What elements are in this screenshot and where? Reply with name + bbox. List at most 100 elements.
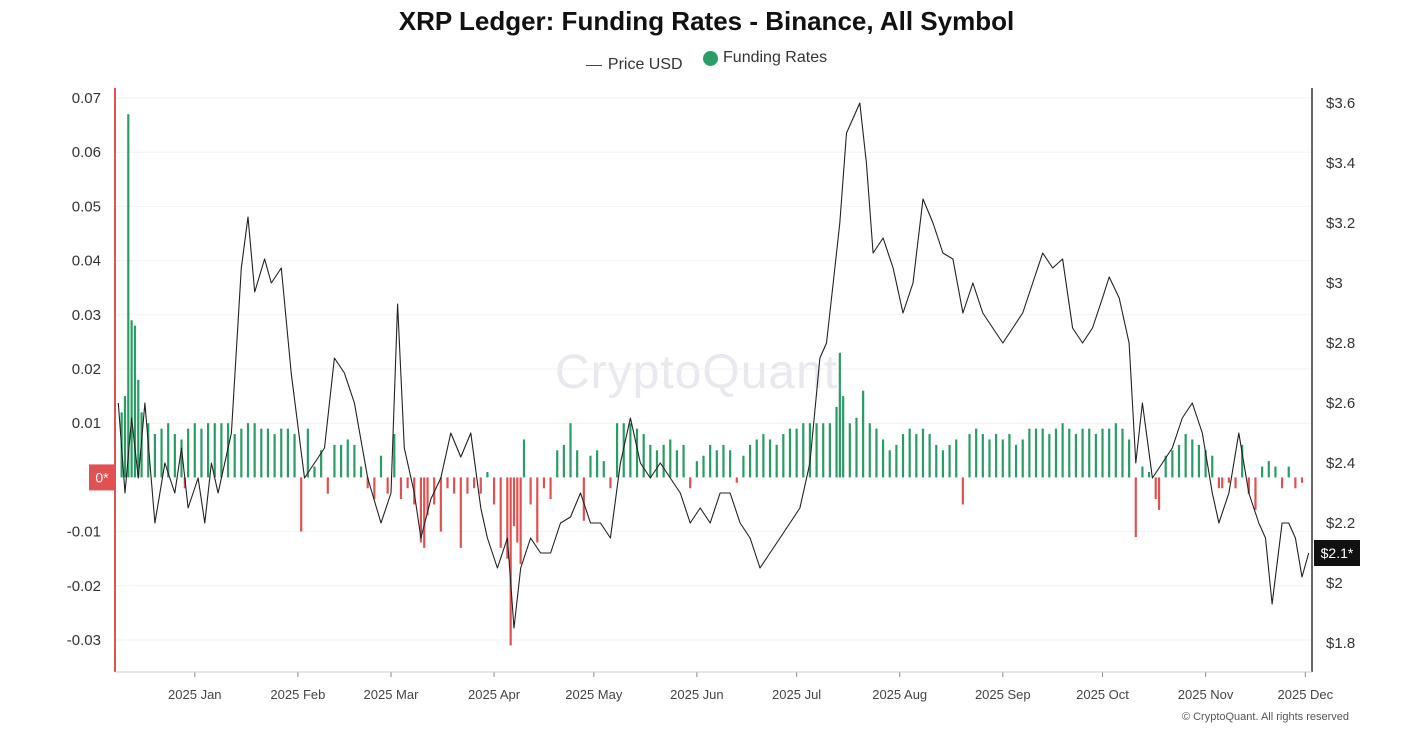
x-tick-label: 2025 Apr — [468, 687, 521, 702]
funding-bar — [888, 450, 891, 478]
legend-funding-label: Funding Rates — [723, 49, 828, 66]
funding-bar — [253, 423, 256, 478]
funding-bar — [629, 423, 632, 478]
funding-bar — [742, 455, 745, 478]
funding-bar — [862, 390, 865, 478]
funding-bar — [340, 444, 343, 478]
funding-bar — [326, 477, 329, 494]
funding-bar — [915, 434, 918, 478]
funding-bar — [200, 428, 203, 478]
price-line — [117, 102, 1310, 629]
y-left-tick-label: 0.04 — [72, 253, 101, 270]
funding-bar — [153, 434, 156, 478]
funding-bar — [709, 444, 712, 478]
funding-bar — [955, 439, 958, 478]
legend-funding[interactable]: Funding Rates — [703, 49, 827, 67]
funding-bar — [406, 477, 409, 489]
funding-bar — [748, 444, 752, 478]
y-left-tick-label: -0.02 — [67, 578, 101, 595]
legend-price[interactable]: Price USD — [585, 56, 683, 74]
funding-bar — [1221, 477, 1224, 489]
funding-bar — [260, 428, 263, 478]
funding-bar — [1121, 428, 1124, 478]
x-tick-label: 2025 May — [565, 687, 623, 702]
x-tick-label: 2025 Nov — [1178, 687, 1234, 702]
funding-bar — [1300, 477, 1304, 483]
funding-bar — [669, 439, 672, 478]
y-left-tick-label: 0.05 — [72, 198, 101, 215]
funding-bar — [1021, 439, 1024, 478]
funding-bar — [516, 477, 519, 543]
funding-bar — [589, 455, 592, 478]
funding-bar — [386, 477, 389, 494]
funding-bar — [466, 477, 469, 494]
funding-bar — [941, 450, 945, 478]
funding-bar — [213, 423, 216, 478]
funding-bar — [842, 396, 845, 478]
funding-bar — [306, 428, 309, 478]
funding-bar — [320, 450, 323, 478]
funding-bar — [1134, 477, 1137, 538]
funding-bar — [635, 428, 639, 478]
funding-bar — [1108, 428, 1111, 478]
price-line-layer — [117, 102, 1310, 629]
funding-bar — [981, 434, 984, 478]
y-left-tick-label: 0.06 — [72, 144, 101, 161]
funding-bar — [373, 477, 376, 500]
funding-bar — [419, 477, 422, 543]
y-left-tick-label: 0.07 — [72, 90, 101, 107]
funding-bar — [1177, 444, 1181, 478]
funding-bar — [207, 423, 210, 478]
funding-bar — [1197, 444, 1201, 478]
funding-bar — [1154, 477, 1157, 500]
funding-bar — [675, 450, 679, 478]
funding-bar — [735, 477, 738, 483]
funding-bar — [240, 428, 243, 478]
zero-marker-label: 0* — [95, 469, 109, 485]
funding-bar — [948, 444, 951, 478]
copyright: © CryptoQuant. All rights reserved — [1181, 711, 1349, 723]
funding-bar — [459, 477, 462, 548]
funding-bar — [499, 477, 502, 548]
funding-bar — [1261, 466, 1264, 478]
funding-bar — [1234, 477, 1237, 489]
y-right-tick-label: $3.4 — [1326, 155, 1355, 172]
funding-bar — [642, 434, 645, 478]
funding-bar — [300, 477, 303, 532]
funding-bar — [729, 450, 732, 478]
funding-bar — [147, 423, 150, 478]
y-right-tick-label: $2 — [1326, 575, 1343, 592]
funding-bar — [908, 428, 911, 478]
funding-bar — [233, 434, 236, 478]
funding-bar — [1241, 444, 1244, 478]
funding-bar — [1184, 434, 1187, 478]
funding-bar — [1034, 428, 1038, 478]
funding-bar — [609, 477, 612, 489]
funding-bars — [120, 114, 1304, 646]
funding-bar — [961, 477, 964, 505]
funding-bar — [542, 477, 546, 489]
funding-bar — [695, 461, 698, 478]
funding-bar — [346, 439, 349, 478]
funding-bar — [649, 444, 652, 478]
funding-bar — [1054, 428, 1058, 478]
funding-bar — [715, 450, 718, 478]
funding-bar — [868, 423, 871, 478]
funding-bar — [848, 423, 851, 478]
funding-bar — [556, 450, 559, 478]
funding-bar — [835, 406, 838, 478]
y-left-tick-label: 0.02 — [72, 361, 101, 378]
funding-bar — [1191, 439, 1194, 478]
funding-bar — [782, 434, 785, 478]
funding-bar — [1068, 428, 1071, 478]
funding-bar — [426, 477, 429, 516]
funding-bar — [536, 477, 539, 543]
funding-bar — [1088, 428, 1091, 478]
funding-bar — [988, 439, 991, 478]
funding-bar — [366, 477, 369, 489]
funding-bar — [1128, 439, 1131, 478]
funding-bar — [1280, 477, 1284, 489]
funding-bar — [855, 417, 858, 478]
legend-dot-swatch — [703, 50, 719, 66]
funding-bar — [815, 423, 818, 478]
